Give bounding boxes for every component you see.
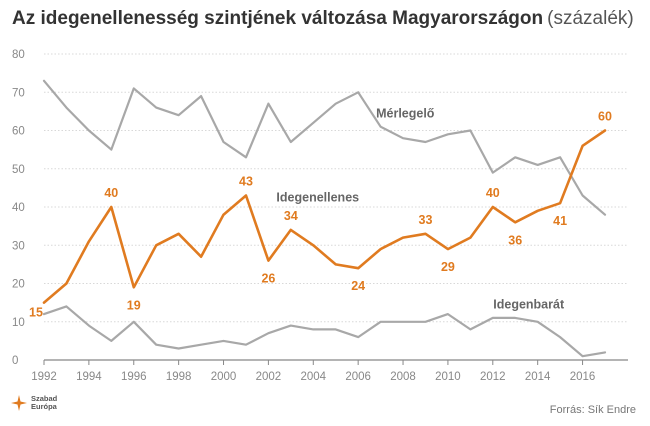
y-tick-label: 40 <box>12 202 25 214</box>
y-tick-label: 10 <box>12 317 25 329</box>
data-label: 36 <box>508 233 522 247</box>
chart-title-unit: (százalék) <box>547 8 634 29</box>
x-tick-label: 2010 <box>435 371 461 383</box>
series-name-label: Idegenellenes <box>276 190 359 204</box>
chart-title-main: Az idegenellenesség szintjének változása… <box>12 8 544 29</box>
logo-text: Szabad Európa <box>31 395 57 411</box>
x-tick-label: 2012 <box>480 371 506 383</box>
x-tick-label: 2004 <box>300 371 326 383</box>
data-label: 40 <box>104 186 118 200</box>
logo-text-line-1: Szabad <box>31 394 58 403</box>
x-tick-label: 1998 <box>166 371 192 383</box>
series-line-merlegelo <box>42 79 607 216</box>
logo-icon <box>11 395 27 411</box>
data-label: 29 <box>441 260 455 274</box>
series-line-idegenbarat <box>42 305 607 358</box>
logo: Szabad Európa <box>10 394 57 412</box>
y-tick-label: 80 <box>12 49 25 61</box>
data-label: 43 <box>239 175 253 189</box>
series-name-label: Idegenbarát <box>493 298 565 312</box>
x-tick-label: 1992 <box>31 371 57 383</box>
data-label: 15 <box>29 306 43 320</box>
y-tick-label: 60 <box>12 126 25 138</box>
chart-title: Az idegenellenesség szintjének változása… <box>12 8 634 30</box>
x-tick-label: 2002 <box>256 371 282 383</box>
x-tick-label: 2008 <box>390 371 416 383</box>
logo-text-line-2: Európa <box>31 402 57 411</box>
y-tick-label: 70 <box>12 87 25 99</box>
y-tick-label: 30 <box>12 240 25 252</box>
data-label: 19 <box>127 298 141 312</box>
data-label: 60 <box>598 110 612 124</box>
data-label: 40 <box>486 186 500 200</box>
data-label: 24 <box>351 279 365 293</box>
x-tick-label: 1994 <box>76 371 102 383</box>
y-tick-label: 20 <box>12 279 25 291</box>
y-tick-label: 50 <box>12 164 25 176</box>
y-tick-label: 0 <box>12 355 18 367</box>
data-label: 26 <box>261 272 275 286</box>
x-tick-label: 2016 <box>570 371 596 383</box>
source-note: Forrás: Sík Endre <box>549 404 636 416</box>
x-tick-label: 2014 <box>525 371 551 383</box>
series-name-label: Mérlegelő <box>376 106 435 120</box>
data-label: 34 <box>284 209 298 223</box>
x-tick-label: 2006 <box>345 371 371 383</box>
x-tick-label: 2000 <box>211 371 237 383</box>
series-line-idegenellenes <box>42 129 607 304</box>
x-tick-label: 1996 <box>121 371 147 383</box>
data-label: 41 <box>553 214 567 228</box>
data-label: 33 <box>419 213 433 227</box>
